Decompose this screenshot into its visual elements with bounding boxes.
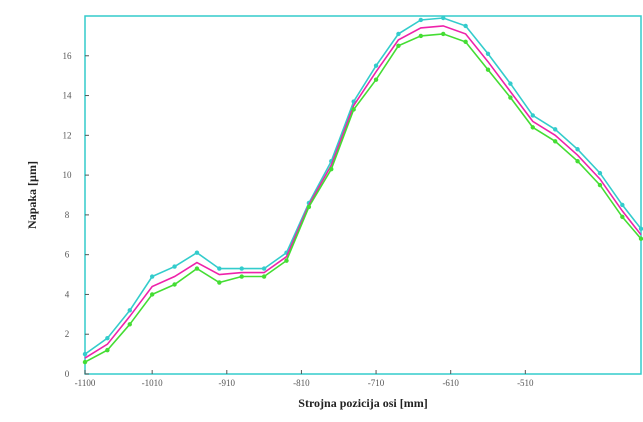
data-point — [508, 95, 513, 100]
data-point — [441, 31, 446, 37]
y-tick-label: 6 — [65, 250, 70, 260]
data-point — [105, 347, 110, 353]
data-point — [82, 351, 88, 357]
data-point — [306, 204, 312, 210]
data-point — [217, 266, 222, 271]
series-line — [84, 17, 642, 355]
data-point — [552, 127, 558, 132]
data-point — [530, 113, 535, 118]
x-tick-label: -1010 — [142, 378, 163, 388]
data-point — [508, 81, 513, 86]
y-tick-label: 16 — [63, 51, 73, 61]
data-point — [463, 23, 468, 29]
data-point — [351, 107, 356, 112]
y-tick-label: 10 — [63, 170, 73, 180]
data-point — [82, 359, 88, 365]
data-point — [575, 158, 580, 164]
data-point — [172, 264, 177, 269]
data-point — [261, 274, 267, 279]
y-tick-label: 12 — [63, 130, 72, 140]
data-point — [239, 274, 244, 279]
y-tick-label: 0 — [65, 369, 70, 379]
data-point — [217, 280, 222, 285]
data-point — [194, 266, 200, 271]
y-tick-label: 14 — [63, 91, 73, 101]
data-point — [127, 308, 132, 313]
series-line — [84, 33, 642, 363]
data-point — [441, 15, 446, 21]
x-tick-label: -810 — [293, 378, 310, 388]
data-point — [373, 77, 379, 82]
series-2 — [84, 25, 642, 359]
y-axis-label: Napaka [µm] — [25, 161, 39, 229]
data-point — [620, 214, 625, 220]
data-point — [463, 39, 468, 45]
data-point — [172, 282, 177, 287]
data-point — [418, 33, 424, 39]
series-layer — [82, 15, 643, 365]
data-point — [194, 250, 200, 255]
data-point — [373, 63, 379, 68]
data-point — [575, 147, 580, 152]
data-point — [485, 67, 491, 72]
data-point — [239, 266, 244, 271]
data-point — [638, 236, 643, 241]
data-point — [597, 182, 603, 188]
series-line — [84, 25, 642, 359]
x-tick-label: -910 — [219, 378, 236, 388]
data-point — [418, 17, 424, 23]
data-point — [284, 258, 289, 263]
data-point — [597, 170, 603, 176]
x-tick-label: -510 — [517, 378, 534, 388]
data-point — [638, 226, 643, 232]
plot-frame — [84, 15, 642, 375]
x-axis-ticks: -1100 -1010 -910 -810 -710 -610 -510 — [75, 370, 534, 388]
data-point — [552, 139, 558, 144]
data-point — [396, 43, 401, 49]
x-axis-label: Strojna pozicija osi [mm] — [298, 396, 427, 410]
data-point — [530, 125, 535, 130]
y-tick-label: 4 — [65, 289, 70, 299]
y-tick-label: 2 — [65, 329, 70, 339]
series-3 — [82, 31, 643, 365]
data-point — [149, 274, 155, 279]
data-point — [396, 31, 401, 37]
data-point — [149, 292, 155, 297]
data-point — [620, 202, 625, 208]
x-tick-label: -710 — [368, 378, 385, 388]
data-point — [485, 51, 491, 56]
x-tick-label: -1100 — [75, 378, 96, 388]
data-point — [261, 266, 267, 271]
y-tick-label: 8 — [65, 210, 70, 220]
data-point — [105, 336, 110, 341]
data-point — [127, 322, 132, 327]
y-axis-ticks: 0 2 4 6 8 10 12 14 16 — [63, 51, 89, 379]
data-point — [329, 166, 334, 172]
x-tick-label: -610 — [442, 378, 459, 388]
